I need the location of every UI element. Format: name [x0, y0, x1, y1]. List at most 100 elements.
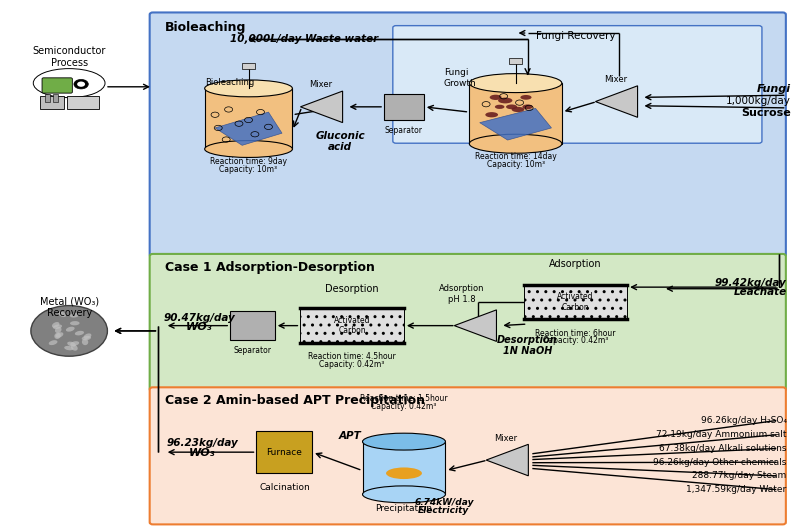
- Text: 96.26kg/day Other chemicals: 96.26kg/day Other chemicals: [654, 458, 786, 467]
- Text: Bioleaching: Bioleaching: [205, 77, 254, 86]
- Ellipse shape: [52, 322, 59, 328]
- Polygon shape: [301, 91, 342, 122]
- Ellipse shape: [498, 98, 513, 103]
- Text: 1,000kg/day: 1,000kg/day: [726, 95, 790, 105]
- Text: Capacity: 0.42m³: Capacity: 0.42m³: [319, 360, 385, 369]
- Text: 90.47kg/day: 90.47kg/day: [163, 313, 235, 323]
- Text: Desorption: Desorption: [326, 284, 379, 294]
- Text: Reaction time: 4.5hour: Reaction time: 4.5hour: [308, 352, 396, 361]
- Ellipse shape: [470, 74, 562, 93]
- Text: Semiconductor
Process: Semiconductor Process: [33, 46, 106, 68]
- Ellipse shape: [55, 327, 62, 333]
- Text: 96.26kg/day H₂SO₄: 96.26kg/day H₂SO₄: [701, 416, 786, 425]
- Ellipse shape: [67, 342, 76, 347]
- Ellipse shape: [520, 95, 531, 100]
- Ellipse shape: [53, 324, 62, 329]
- Text: Mixer: Mixer: [604, 75, 627, 84]
- Circle shape: [31, 306, 107, 356]
- Text: Sucrose: Sucrose: [741, 108, 790, 118]
- Text: Metal (WO₃)
Recovery: Metal (WO₃) Recovery: [39, 297, 98, 318]
- Ellipse shape: [71, 344, 78, 351]
- Text: Activated
Carbon: Activated Carbon: [334, 316, 370, 335]
- Text: Precipitation: Precipitation: [375, 504, 433, 513]
- Ellipse shape: [77, 82, 85, 87]
- Text: Fungi
Growth: Fungi Growth: [444, 68, 477, 87]
- Bar: [242, 63, 255, 69]
- Ellipse shape: [362, 433, 446, 450]
- Text: 288.77kg/day Steam: 288.77kg/day Steam: [693, 471, 786, 480]
- Text: Capacity: 10m³: Capacity: 10m³: [486, 160, 545, 169]
- Bar: [230, 311, 275, 340]
- Ellipse shape: [490, 95, 502, 100]
- Text: Adsorption: Adsorption: [549, 259, 602, 269]
- Text: WO₃: WO₃: [189, 448, 216, 458]
- Text: 1,347.59kg/day Water: 1,347.59kg/day Water: [686, 485, 786, 494]
- Ellipse shape: [486, 112, 498, 117]
- Text: Reaction time: 14day: Reaction time: 14day: [474, 152, 557, 161]
- Ellipse shape: [512, 107, 524, 112]
- FancyBboxPatch shape: [42, 78, 72, 93]
- Bar: [46, 94, 50, 102]
- Text: Separator: Separator: [385, 126, 423, 135]
- Text: Case 2 Amin-based APT Precipitation: Case 2 Amin-based APT Precipitation: [165, 394, 425, 407]
- Ellipse shape: [66, 326, 74, 332]
- Text: Fungi Recovery: Fungi Recovery: [536, 31, 615, 41]
- Text: Fungi: Fungi: [757, 84, 790, 94]
- Text: Calcination: Calcination: [259, 483, 310, 492]
- Ellipse shape: [74, 80, 88, 89]
- Ellipse shape: [82, 336, 91, 340]
- FancyBboxPatch shape: [150, 13, 786, 257]
- Text: 72.19kg/day Ammonium salt: 72.19kg/day Ammonium salt: [656, 430, 786, 439]
- Polygon shape: [595, 86, 638, 117]
- Bar: [510, 58, 522, 64]
- Text: Adsorption
pH 1.8: Adsorption pH 1.8: [438, 284, 484, 304]
- Ellipse shape: [70, 313, 79, 317]
- Text: Reaction time: 1.5hour: Reaction time: 1.5hour: [360, 394, 448, 403]
- Ellipse shape: [495, 105, 505, 109]
- Ellipse shape: [70, 341, 79, 346]
- Bar: [470, 83, 562, 144]
- Text: Reaction time: 9day: Reaction time: 9day: [210, 157, 287, 166]
- Ellipse shape: [70, 321, 79, 325]
- Ellipse shape: [54, 333, 61, 339]
- Text: Bioleaching: Bioleaching: [165, 21, 246, 34]
- Bar: [257, 431, 312, 473]
- FancyBboxPatch shape: [150, 254, 786, 391]
- Bar: [40, 96, 63, 110]
- Ellipse shape: [75, 331, 84, 335]
- Text: Capacity: 10m³: Capacity: 10m³: [219, 165, 278, 174]
- Text: Reaction time: 6hour: Reaction time: 6hour: [535, 329, 616, 338]
- Text: 99.42kg/day: 99.42kg/day: [715, 278, 786, 288]
- Ellipse shape: [362, 486, 446, 503]
- Ellipse shape: [205, 140, 292, 157]
- Text: WO₃: WO₃: [186, 322, 213, 332]
- Text: Electricity: Electricity: [418, 506, 470, 515]
- Ellipse shape: [64, 346, 74, 350]
- Ellipse shape: [34, 68, 105, 98]
- Text: Separator: Separator: [234, 346, 271, 355]
- Text: Case 1 Adsorption-Desorption: Case 1 Adsorption-Desorption: [165, 261, 374, 274]
- Text: APT: APT: [338, 431, 361, 441]
- Bar: [362, 441, 446, 494]
- Bar: [384, 94, 424, 120]
- Ellipse shape: [82, 339, 88, 345]
- Text: 67.38kg/day Alkali solutions: 67.38kg/day Alkali solutions: [659, 444, 786, 453]
- Polygon shape: [480, 109, 551, 140]
- Text: Capacity: 0.42m³: Capacity: 0.42m³: [371, 402, 437, 411]
- Polygon shape: [486, 444, 528, 476]
- Ellipse shape: [506, 104, 517, 109]
- Bar: [523, 285, 627, 319]
- Text: 6.74kW/day: 6.74kW/day: [414, 498, 474, 507]
- Text: Mixer: Mixer: [309, 81, 332, 90]
- Ellipse shape: [522, 104, 533, 109]
- Bar: [66, 96, 98, 110]
- Ellipse shape: [55, 332, 63, 338]
- Bar: [205, 89, 292, 149]
- Polygon shape: [215, 112, 282, 145]
- Ellipse shape: [386, 467, 422, 479]
- Ellipse shape: [83, 333, 91, 339]
- Ellipse shape: [58, 312, 66, 317]
- Text: 10,000L/day Waste water: 10,000L/day Waste water: [230, 34, 378, 45]
- Text: Activated
Carbon: Activated Carbon: [557, 292, 594, 312]
- Text: Gluconic
acid: Gluconic acid: [315, 130, 365, 152]
